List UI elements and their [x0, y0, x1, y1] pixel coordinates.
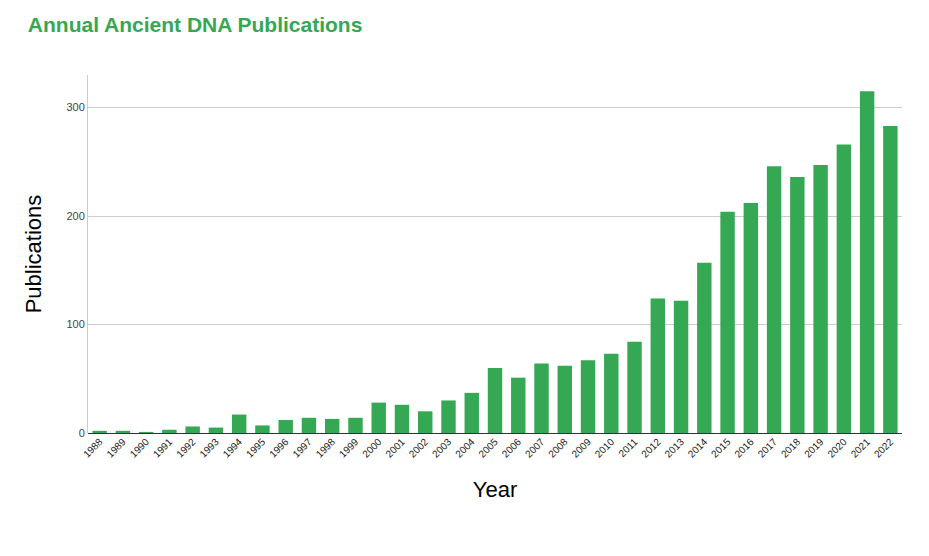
- svg-text:Publications: Publications: [21, 195, 46, 314]
- svg-text:2014: 2014: [686, 436, 710, 460]
- svg-text:2017: 2017: [756, 436, 780, 460]
- svg-text:2008: 2008: [546, 436, 570, 460]
- svg-text:Annual Ancient DNA Publication: Annual Ancient DNA Publications: [28, 13, 362, 36]
- svg-text:2020: 2020: [825, 436, 849, 460]
- svg-text:1995: 1995: [244, 436, 268, 460]
- svg-text:1996: 1996: [267, 436, 291, 460]
- svg-text:2004: 2004: [453, 436, 477, 460]
- svg-text:2019: 2019: [802, 436, 826, 460]
- svg-text:100: 100: [66, 318, 84, 330]
- svg-text:300: 300: [66, 101, 84, 113]
- svg-text:0: 0: [79, 427, 85, 439]
- svg-text:1988: 1988: [81, 436, 105, 460]
- svg-text:2005: 2005: [476, 436, 500, 460]
- svg-text:1990: 1990: [128, 436, 152, 460]
- svg-text:2013: 2013: [662, 436, 686, 460]
- svg-text:2007: 2007: [523, 436, 547, 460]
- svg-text:1991: 1991: [151, 436, 175, 460]
- svg-text:Year: Year: [473, 477, 517, 502]
- svg-text:2015: 2015: [709, 436, 733, 460]
- svg-text:1999: 1999: [337, 436, 361, 460]
- svg-text:1994: 1994: [221, 436, 245, 460]
- svg-text:2006: 2006: [500, 436, 524, 460]
- svg-text:1997: 1997: [290, 436, 314, 460]
- svg-text:2001: 2001: [383, 436, 407, 460]
- svg-text:2012: 2012: [639, 436, 663, 460]
- svg-text:2000: 2000: [360, 436, 384, 460]
- svg-text:2022: 2022: [872, 436, 896, 460]
- svg-text:1993: 1993: [197, 436, 221, 460]
- svg-text:200: 200: [66, 210, 84, 222]
- svg-text:2011: 2011: [616, 436, 639, 459]
- svg-text:2021: 2021: [849, 436, 873, 460]
- svg-text:2018: 2018: [779, 436, 803, 460]
- svg-text:2009: 2009: [569, 436, 593, 460]
- svg-text:1989: 1989: [104, 436, 128, 460]
- svg-text:2003: 2003: [430, 436, 454, 460]
- svg-text:2002: 2002: [407, 436, 431, 460]
- svg-text:1992: 1992: [174, 436, 198, 460]
- svg-text:1998: 1998: [314, 436, 338, 460]
- svg-text:2016: 2016: [732, 436, 756, 460]
- svg-text:2010: 2010: [593, 436, 617, 460]
